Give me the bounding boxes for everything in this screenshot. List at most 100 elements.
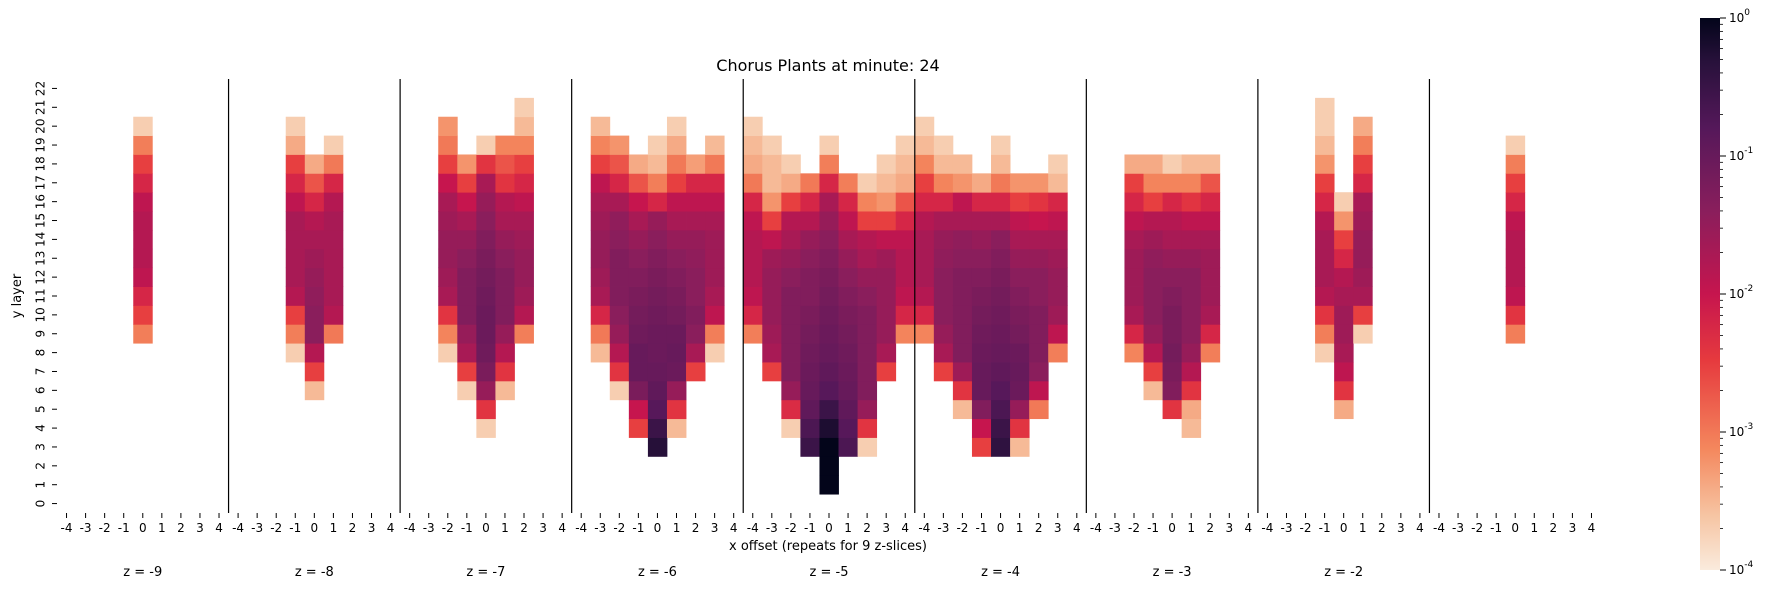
heatmap-cell [1334, 248, 1354, 269]
heatmap-cell [1124, 343, 1144, 363]
x-axis: -4 -3 -2 -1 0 1 2 3 4 -4 -3 -2 -1 0 1 2 3 4 -4 -3 -2 -1 0 1 2 3 4-… [61, 513, 1595, 535]
y-tick-label: 22 [34, 81, 48, 96]
heatmap-cell [1048, 305, 1068, 325]
heatmap-cell [647, 173, 668, 193]
heatmap-cell [933, 135, 954, 155]
heatmap-cell [933, 267, 954, 287]
x-tick-label: 4 [730, 521, 738, 535]
heatmap-cell [686, 267, 706, 287]
x-tick-label: -4 [404, 521, 416, 535]
x-tick-label: -3 [1109, 521, 1121, 535]
heatmap-cell [1010, 399, 1030, 420]
x-tick-label: 2 [863, 521, 871, 535]
x-tick-label: 3 [1397, 521, 1405, 535]
heatmap-cell [438, 229, 458, 250]
heatmap-cell [133, 248, 153, 269]
heatmap-cell [1181, 211, 1202, 231]
heatmap-cell [1334, 324, 1354, 344]
heatmap-cell [686, 343, 706, 363]
heatmap-cell [1315, 173, 1335, 193]
heatmap-cell [686, 248, 706, 269]
colorbar-tick-label: 100 [1729, 8, 1750, 25]
heatmap-cell [857, 399, 878, 420]
heatmap-cell [666, 267, 687, 287]
heatmap-cell [647, 135, 668, 155]
heatmap-cell [1353, 154, 1373, 174]
x-tick-label: -2 [442, 521, 454, 535]
heatmap-cell [952, 305, 973, 325]
heatmap-cell [857, 324, 878, 344]
heatmap-cell [914, 154, 935, 174]
colorbar-gradient [1700, 18, 1720, 570]
heatmap-cell [1315, 97, 1335, 118]
x-tick-label: 0 [654, 521, 662, 535]
heatmap-cell [438, 154, 458, 174]
heatmap-cell [933, 324, 954, 344]
x-tick-label: 2 [1035, 521, 1043, 535]
heatmap-cell [1505, 248, 1526, 269]
heatmap-cell [285, 116, 306, 137]
heatmap-cell [819, 135, 839, 155]
x-tick-label: 4 [901, 521, 909, 535]
x-tick-label: 2 [1378, 521, 1386, 535]
heatmap-cell [971, 380, 992, 401]
heatmap-cell [971, 362, 992, 382]
heatmap-cell [1029, 286, 1049, 306]
slice-separators [227, 79, 1431, 513]
heatmap-cell [1143, 343, 1163, 363]
heatmap-cell [781, 154, 801, 174]
heatmap-cell [876, 211, 897, 231]
heatmap-cell [590, 248, 611, 269]
heatmap-cell [1315, 305, 1335, 325]
heatmap-cell [476, 286, 496, 306]
heatmap-cell [1181, 267, 1202, 287]
x-tick-label: -4 [1433, 521, 1445, 535]
heatmap-cell [323, 248, 344, 269]
heatmap-cell [819, 380, 839, 401]
heatmap-cell [1353, 305, 1373, 325]
z-slice-label: z = -3 [1153, 565, 1192, 580]
heatmap-cell [304, 380, 325, 401]
heatmap-cell [1181, 173, 1202, 193]
heatmap-cell [686, 211, 706, 231]
heatmap-cell [971, 305, 992, 325]
heatmap-cell [857, 229, 878, 250]
heatmap-cell [838, 399, 858, 420]
heatmap-cell [800, 418, 820, 438]
heatmap-cell [495, 229, 515, 250]
heatmap-cell [762, 305, 782, 325]
heatmap-cell [952, 324, 973, 344]
heatmap-cell [609, 362, 630, 382]
heatmap-cell [1010, 229, 1030, 250]
heatmap-cell [476, 229, 496, 250]
heatmap-cell [514, 116, 534, 137]
heatmap-cell [933, 154, 954, 174]
x-tick-label: 1 [844, 521, 852, 535]
heatmap-cell [857, 380, 878, 401]
heatmap-cell [743, 192, 763, 212]
heatmap-cell [304, 211, 325, 231]
heatmap-cell [1353, 286, 1373, 306]
heatmap-cell [762, 324, 782, 344]
heatmap-cell [876, 267, 897, 287]
heatmap-cell [1315, 192, 1335, 212]
heatmap-cell [781, 343, 801, 363]
heatmap-cell [647, 211, 668, 231]
y-tick-label: 20 [34, 119, 48, 134]
heatmap-cell [476, 343, 496, 363]
heatmap-cell [1048, 211, 1068, 231]
y-tick-label: 2 [34, 462, 48, 470]
heatmap-cell [1353, 116, 1373, 137]
heatmap-cell [819, 437, 839, 457]
y-tick-label: 13 [34, 251, 48, 266]
heatmap-cell [819, 286, 839, 306]
x-tick-label: 2 [1550, 521, 1558, 535]
heatmap-cell [819, 267, 839, 287]
heatmap-cell [914, 229, 935, 250]
heatmap-cell [1353, 267, 1373, 287]
heatmap-cell [1315, 116, 1335, 137]
heatmap-cell [514, 154, 534, 174]
heatmap-cell [876, 229, 897, 250]
heatmap-cell [438, 211, 458, 231]
x-tick-label: 3 [539, 521, 547, 535]
